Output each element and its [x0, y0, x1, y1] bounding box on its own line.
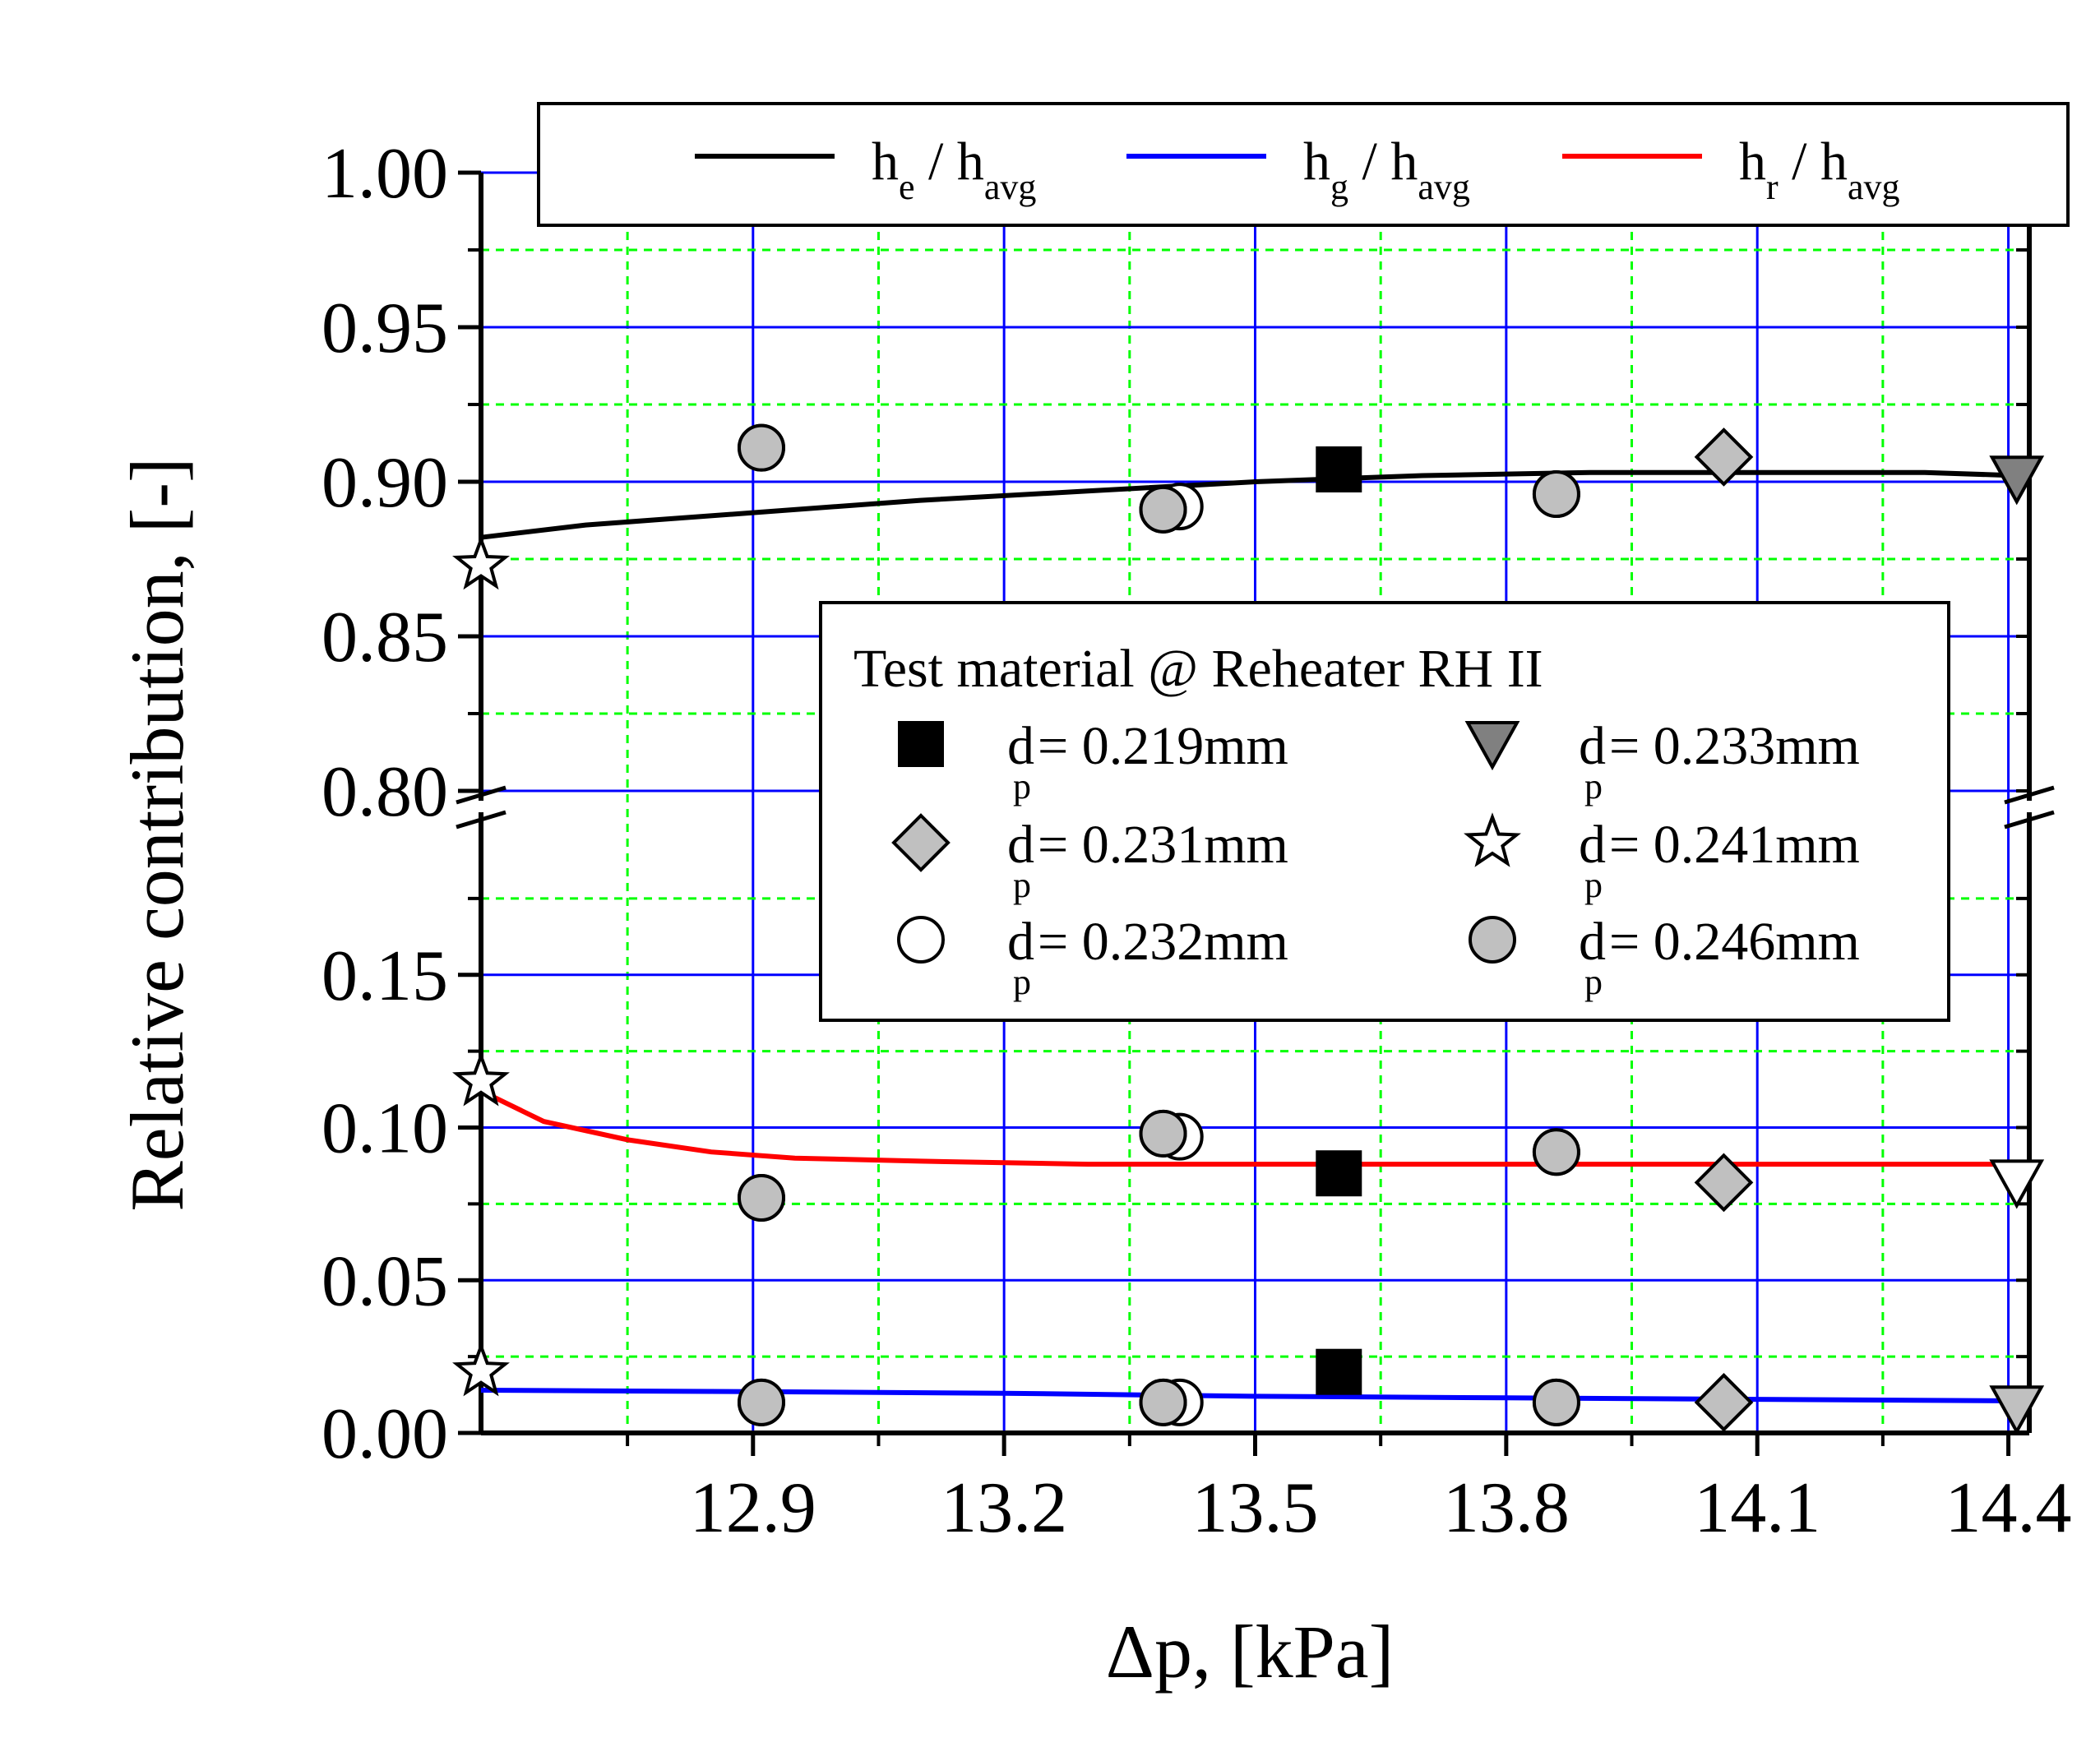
marker-legend-box — [819, 601, 1950, 1022]
x-axis-title: Δp, [kPa] — [1106, 1610, 1394, 1694]
marker-legend-label: d p= 0.232mm — [1007, 912, 1288, 1002]
fit-line — [480, 469, 2017, 540]
marker-legend-label: d p= 0.219mm — [1007, 716, 1288, 806]
marker-legend-label: d p= 0.231mm — [1007, 815, 1288, 905]
marker-star — [452, 1341, 510, 1397]
marker-star — [452, 1051, 510, 1107]
marker-triangle-down — [1989, 1385, 2045, 1435]
marker-circle-front — [1532, 1378, 1580, 1426]
y-tick-label: 0.15 — [321, 936, 448, 1016]
marker-triangle-down — [1989, 455, 2045, 506]
marker-circle-front — [1532, 1128, 1580, 1176]
marker-star — [452, 534, 510, 590]
y-tick-label: 0.85 — [321, 598, 448, 677]
y-tick-label: 0.10 — [321, 1089, 448, 1169]
marker-diamond — [1694, 1373, 1754, 1432]
legend-marker-star — [1464, 812, 1521, 867]
line-legend: he / havg hg / havg hr / havg — [537, 102, 2070, 227]
tick-labels: 12.9 13.2 13.5 13.8 14.1 14.4 0.00 0.05 0.10 0.15… — [321, 134, 2072, 1548]
legend-marker-triangle-down — [1464, 721, 1520, 771]
axes-layer — [456, 170, 2055, 1456]
x-tick-label: 13.8 — [1443, 1468, 1570, 1548]
legend-marker-circle — [1469, 916, 1516, 964]
fit-line — [479, 1088, 2017, 1167]
legend-marker-square — [898, 721, 944, 767]
y-axis-title: Relative contribution, [-] — [115, 457, 199, 1211]
marker-circle-front — [1139, 1378, 1187, 1426]
x-tick-label: 13.5 — [1192, 1468, 1319, 1548]
axis-break-mark — [456, 785, 506, 805]
marker-circle-front — [1139, 485, 1187, 534]
marker-diamond — [1694, 1153, 1754, 1213]
y-tick-label: 0.05 — [321, 1241, 448, 1321]
y-tick-label: 0.90 — [321, 443, 448, 523]
marker-legend: Test material @ Reheater RH II d p= 0.219m… — [819, 601, 1950, 1022]
y-tick-label: 0.80 — [321, 752, 448, 832]
marker-circle-front — [737, 423, 785, 472]
x-tick-label: 14.4 — [1945, 1468, 2072, 1548]
marker-legend-title: Test material @ Reheater RH II — [853, 639, 1543, 699]
data-markers — [452, 423, 2045, 1435]
marker-square — [1316, 1150, 1362, 1197]
marker-triangle-down — [1989, 1159, 2045, 1209]
y-tick-label: 0.00 — [321, 1394, 448, 1474]
marker-legend-label: d p= 0.246mm — [1579, 912, 1860, 1002]
y-tick-label: 0.95 — [321, 289, 448, 368]
marker-square — [1316, 1348, 1362, 1395]
axis-break-mark — [456, 810, 506, 830]
marker-circle-front — [1532, 470, 1580, 519]
line-legend-label: hg / havg — [1303, 132, 1470, 207]
x-tick-label: 12.9 — [690, 1468, 816, 1548]
marker-legend-label: d p= 0.241mm — [1579, 815, 1860, 905]
legend-marker-circle — [897, 916, 945, 964]
axis-break-mark — [2004, 810, 2055, 830]
marker-square — [1316, 446, 1362, 492]
marker-diamond — [1694, 428, 1754, 487]
axis-break-mark — [2004, 785, 2055, 805]
marker-circle-front — [737, 1378, 785, 1426]
marker-circle-front — [737, 1173, 785, 1222]
line-legend-label: he / havg — [872, 132, 1036, 207]
marker-circle-front — [1139, 1109, 1187, 1158]
marker-legend-label: d p= 0.233mm — [1579, 716, 1860, 806]
x-tick-label: 13.2 — [941, 1468, 1067, 1548]
legend-marker-diamond — [891, 813, 951, 872]
line-legend-label: hr / havg — [1739, 132, 1900, 207]
x-tick-label: 14.1 — [1694, 1468, 1820, 1548]
fit-line — [480, 1388, 2017, 1403]
line-legend-box — [537, 102, 2070, 227]
y-tick-label: 1.00 — [321, 134, 448, 214]
